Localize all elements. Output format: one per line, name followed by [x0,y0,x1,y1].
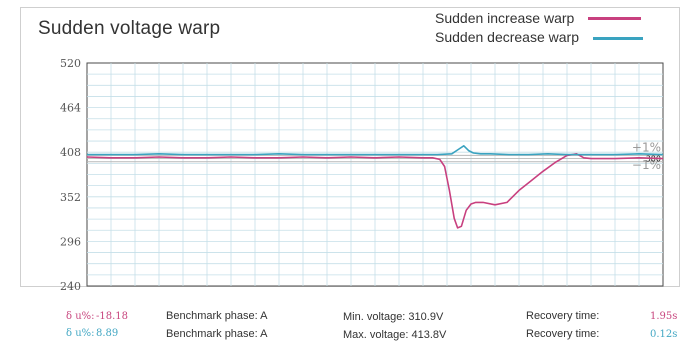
series-lines [86,145,664,229]
legend-item-decrease: Sudden decrease warp [435,28,675,47]
stat-phase-increase: Benchmark phase: A [166,310,268,322]
legend-swatch-increase [588,17,641,20]
stat-recovery-label-decrease: Recovery time: [526,328,600,340]
stat-phase-decrease: Benchmark phase: A [166,328,268,340]
stat-label-increase: δ u%: [66,311,95,322]
grid-lines [87,63,663,286]
stat-value-decrease: 8.89 [96,328,119,339]
chart-title: Sudden voltage warp [38,18,221,39]
y-tick-label: 520 [60,57,81,70]
y-tick-labels: 240 296 352 408 464 520 [60,57,81,290]
y-tick-label: 240 [60,280,81,290]
reference-label: −1% [632,158,661,172]
y-tick-label: 408 [60,146,81,159]
stat-recovery-increase: 1.95s [650,311,678,322]
stat-label-decrease: δ u%: [66,328,95,339]
legend-label-decrease: Sudden decrease warp [435,29,579,45]
y-tick-label: 352 [60,191,81,204]
stat-recovery-label-increase: Recovery time: [526,310,600,322]
stat-max-voltage: Max. voltage: 413.8V [343,329,447,341]
series-line-increase [86,153,664,229]
y-tick-label: 464 [60,102,81,115]
series-line-decrease [87,145,664,156]
legend-swatch-decrease [593,37,643,40]
y-tick-label: 296 [60,235,81,248]
legend-label-increase: Sudden increase warp [435,10,575,26]
legend: Sudden increase warp Sudden decrease war… [435,9,675,47]
reference-label: +1% [632,140,661,154]
stat-recovery-decrease: 0.12s [650,329,678,340]
legend-item-increase: Sudden increase warp [435,9,675,28]
stat-value-increase: -18.18 [96,311,129,322]
stat-min-voltage: Min. voltage: 310.9V [343,311,444,323]
